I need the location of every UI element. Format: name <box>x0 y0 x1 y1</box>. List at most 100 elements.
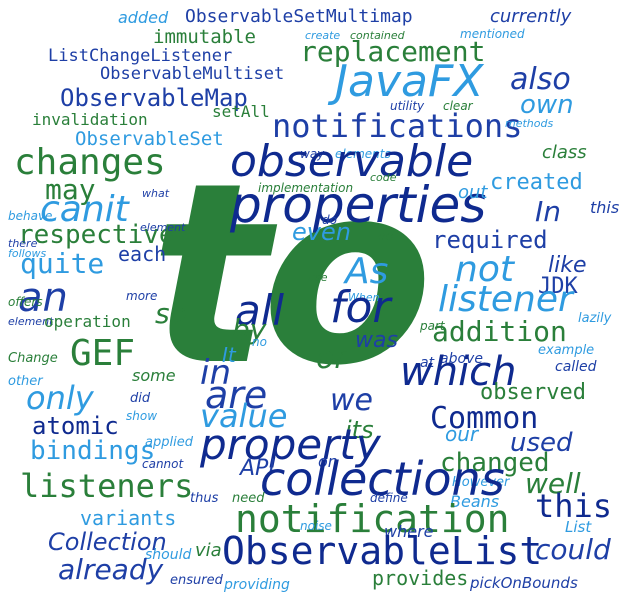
word-example: example <box>538 343 595 358</box>
word-by: by <box>232 313 267 346</box>
word-It: It <box>222 343 236 367</box>
word-at: at <box>420 355 435 371</box>
word-listeners: listeners <box>20 467 194 505</box>
word-However: However <box>452 475 510 490</box>
word-implementation: implementation <box>258 181 354 195</box>
word-quite: quite <box>20 247 105 280</box>
word-replacement: replacement <box>300 35 486 68</box>
word-behave: behave <box>8 209 53 223</box>
word-ObservableMultiset: ObservableMultiset <box>100 64 285 84</box>
word-offers: offers <box>8 295 43 309</box>
word-already: already <box>58 553 164 586</box>
word-pickOnBounds: pickOnBounds <box>470 574 578 592</box>
word-Common: Common <box>430 401 539 436</box>
word-define: define <box>370 491 408 505</box>
word-do: do <box>322 213 337 227</box>
word-code: code <box>370 171 397 184</box>
word-also: also <box>510 62 571 97</box>
word-setAll: setAll <box>212 102 270 121</box>
word-should: should <box>145 547 192 563</box>
word-Beans: Beans <box>450 492 500 511</box>
word-clear: clear <box>443 99 473 113</box>
word-some: some <box>132 366 176 385</box>
word-collections: collections <box>260 452 505 506</box>
word-or: or <box>316 341 347 376</box>
word-providing: providing <box>224 577 290 593</box>
word-class: class <box>542 142 587 163</box>
word-added: added <box>118 8 169 27</box>
word-ListChangeListener: ListChangeListener <box>48 46 233 66</box>
word-contained: contained <box>350 29 405 42</box>
word-changed: changed <box>440 448 550 478</box>
word-where: where <box>384 522 434 541</box>
word-GEF: GEF <box>70 333 136 374</box>
word-an: an <box>18 275 68 321</box>
word-atomic: atomic <box>32 412 119 440</box>
word-required: required <box>432 226 548 254</box>
word-canit: canit <box>40 189 129 230</box>
word-its: its <box>345 416 374 444</box>
word-JavaFX: JavaFX <box>335 56 484 107</box>
word-provides: provides <box>372 566 469 590</box>
word-In: In <box>535 195 562 228</box>
word-invalidation: invalidation <box>32 110 148 129</box>
word-like: like <box>548 253 587 278</box>
word-elements: elements <box>335 147 391 161</box>
word-applied: applied <box>145 435 193 450</box>
word-follows: follows <box>8 247 47 260</box>
word-show: show <box>126 409 158 423</box>
word-not: not <box>455 249 514 290</box>
word-bindings: bindings <box>30 436 156 466</box>
word-even: even <box>292 218 351 246</box>
word-value: value <box>200 397 288 435</box>
word-used: used <box>510 428 573 458</box>
word-notifications: notifications <box>272 107 523 145</box>
word-operation: operation <box>44 312 131 331</box>
word-more: more <box>126 289 158 303</box>
word-each: each <box>118 242 167 266</box>
word-we: we <box>330 383 373 418</box>
word-ObservableSetMultimap: ObservableSetMultimap <box>185 6 413 27</box>
word-element: element <box>140 221 186 234</box>
word-no: no <box>252 335 267 349</box>
word-notification: notification <box>235 497 510 541</box>
word-Collection: Collection <box>48 528 167 556</box>
word-use: use <box>308 271 328 284</box>
word-on: on <box>318 452 338 471</box>
word-utility: utility <box>390 99 425 113</box>
word-ensured: ensured <box>170 573 223 588</box>
word-cannot: cannot <box>142 457 184 471</box>
word-to: to <box>150 129 433 420</box>
word-variants: variants <box>80 506 177 530</box>
word-methods: methods <box>505 117 554 130</box>
word-well: well <box>525 467 581 500</box>
word-only: only <box>26 379 94 417</box>
word-API: API <box>240 456 275 481</box>
word-ObservableSet: ObservableSet <box>75 128 224 150</box>
word-was: was <box>355 328 398 353</box>
word-may: may <box>45 173 96 206</box>
word-own: own <box>520 90 574 120</box>
word-created: created <box>490 170 583 195</box>
word-Change: Change <box>8 351 58 366</box>
word-which: which <box>400 349 517 395</box>
word-currently: currently <box>490 6 572 27</box>
word-List: List <box>565 518 592 536</box>
word-did: did <box>130 391 151 406</box>
word-element2: element <box>8 315 54 328</box>
word-out: out <box>458 182 488 203</box>
word-there: there <box>8 237 38 250</box>
word-this2: this <box>535 487 613 525</box>
word-observable: observable <box>230 136 474 187</box>
word-changes: changes <box>14 142 166 183</box>
word-As: As <box>345 251 389 292</box>
word-way: way <box>300 147 325 161</box>
word-are: are <box>205 373 268 417</box>
word-observed: observed <box>480 380 586 405</box>
word-properties: properties <box>230 176 487 234</box>
word-all: all <box>235 286 285 335</box>
word-via: via <box>195 540 222 561</box>
word-so: so <box>155 297 187 330</box>
word-When: When <box>348 291 380 304</box>
word-property: property <box>200 420 381 469</box>
